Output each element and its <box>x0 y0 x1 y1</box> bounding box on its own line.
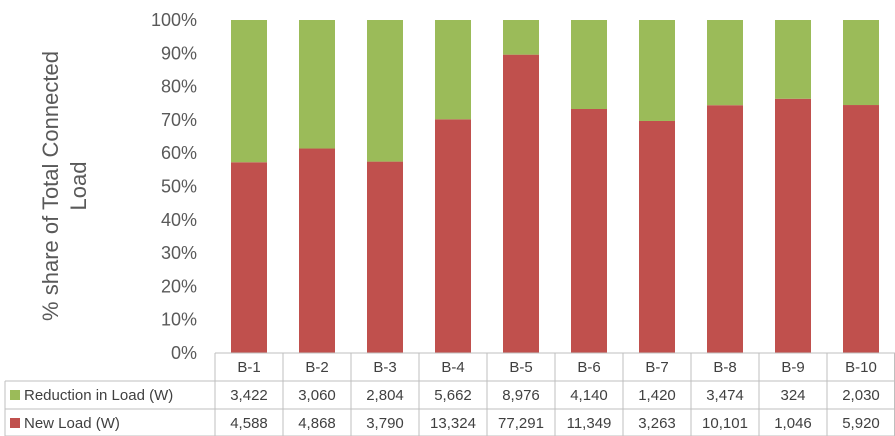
legend-series-label: New Load (W) <box>24 415 120 432</box>
y-tick-label: 70% <box>161 110 197 130</box>
x-category-label: B-1 <box>237 359 260 376</box>
y-tick-label: 30% <box>161 243 197 263</box>
x-category-label: B-4 <box>441 359 464 376</box>
y-tick-label: 0% <box>171 343 197 363</box>
x-category-label: B-7 <box>645 359 668 376</box>
table-value-cell: 11,349 <box>567 415 612 432</box>
bar-reduction-in-load <box>639 20 675 121</box>
table-value-cell: 5,662 <box>434 387 472 404</box>
x-category-label: B-9 <box>781 359 804 376</box>
bar-new-load <box>707 105 743 353</box>
table-value-cell: 2,030 <box>842 387 880 404</box>
bar-reduction-in-load <box>707 20 743 106</box>
bar-reduction-in-load <box>435 20 471 120</box>
bar-new-load <box>299 148 335 353</box>
data-table: B-1 B-2 B-3 B-4 B-5 B-6 B-7 B-8 B-9 B-10 Reduction… <box>4 352 895 436</box>
table-value-cell: 13,324 <box>430 415 476 432</box>
y-axis-ticks: 0% 10% 20% 30% 40% 50% 60% 70% 80% 90% 100% <box>151 10 197 363</box>
table-value-cell: 10,101 <box>702 415 748 432</box>
bar-new-load <box>435 119 471 353</box>
bar-new-load <box>231 162 267 353</box>
bar-reduction-in-load <box>775 20 811 99</box>
table-value-cell: 4,140 <box>570 387 608 404</box>
bar-new-load <box>775 98 811 353</box>
bars-group <box>231 20 879 354</box>
y-axis-title-line-2: Load <box>66 162 91 211</box>
table-value-cell: 3,790 <box>366 415 404 432</box>
bar-new-load <box>571 109 607 353</box>
table-value-cell: 77,291 <box>498 415 544 432</box>
table-value-cell: 4,588 <box>230 415 268 432</box>
bar-new-load <box>843 105 879 354</box>
table-value-cell: 5,920 <box>842 415 880 432</box>
bar-reduction-in-load <box>367 20 403 162</box>
bar-reduction-in-load <box>843 20 879 106</box>
table-value-cell: 4,868 <box>298 415 336 432</box>
y-tick-label: 80% <box>161 77 197 97</box>
table-value-cell: 2,804 <box>366 387 404 404</box>
x-category-label: B-2 <box>305 359 328 376</box>
table-value-cell: 3,263 <box>638 415 676 432</box>
bar-reduction-in-load <box>571 20 607 110</box>
x-category-label: B-8 <box>713 359 736 376</box>
x-category-label: B-3 <box>373 359 396 376</box>
y-tick-label: 100% <box>151 10 197 30</box>
table-value-cell: 1,420 <box>638 387 676 404</box>
bar-new-load <box>503 54 539 353</box>
y-tick-label: 90% <box>161 43 197 63</box>
y-tick-label: 10% <box>161 310 197 330</box>
y-axis-title-line-1: % share of Total Connected <box>38 51 63 321</box>
table-value-cell: 324 <box>780 387 805 404</box>
legend-series-label: Reduction in Load (W) <box>24 387 173 404</box>
x-category-label: B-5 <box>509 359 532 376</box>
bar-reduction-in-load <box>231 20 267 163</box>
table-value-cell: 3,422 <box>230 387 268 404</box>
legend-swatch <box>10 418 20 428</box>
legend-swatch <box>10 390 20 400</box>
table-value-cell: 3,060 <box>298 387 336 404</box>
y-tick-label: 60% <box>161 143 197 163</box>
bar-reduction-in-load <box>503 20 539 55</box>
y-tick-label: 50% <box>161 177 197 197</box>
bar-reduction-in-load <box>299 20 335 149</box>
y-tick-label: 20% <box>161 276 197 296</box>
bar-new-load <box>367 161 403 353</box>
table-value-cell: 1,046 <box>774 415 812 432</box>
x-category-label: B-10 <box>845 359 877 376</box>
y-tick-label: 40% <box>161 210 197 230</box>
bar-new-load <box>639 120 675 354</box>
x-category-label: B-6 <box>577 359 600 376</box>
table-value-cell: 8,976 <box>502 387 540 404</box>
table-value-cell: 3,474 <box>706 387 744 404</box>
